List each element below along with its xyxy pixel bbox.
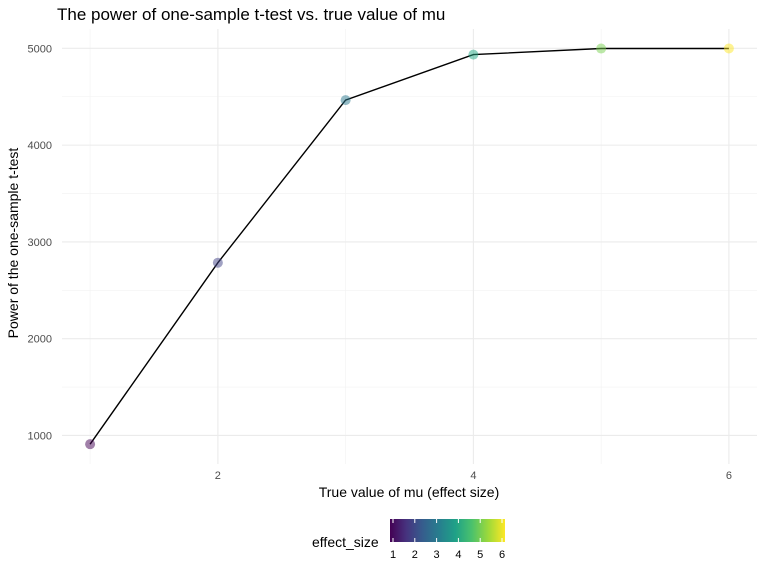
data-point bbox=[723, 43, 734, 54]
legend: effect_size 1 2 3 4 5 6 bbox=[312, 519, 505, 561]
y-tick-label: 5000 bbox=[28, 43, 52, 55]
data-point bbox=[212, 257, 223, 268]
legend-tick-label: 2 bbox=[412, 549, 418, 561]
x-tick-label: 6 bbox=[726, 470, 732, 482]
x-tick-label: 2 bbox=[215, 470, 221, 482]
x-axis-title: True value of mu (effect size) bbox=[319, 484, 500, 500]
y-tick-label: 2000 bbox=[28, 334, 52, 346]
legend-tick-label: 6 bbox=[499, 549, 505, 561]
data-point bbox=[340, 95, 351, 106]
y-tick-label: 4000 bbox=[28, 140, 52, 152]
legend-tick-label: 1 bbox=[390, 549, 396, 561]
data-point bbox=[85, 439, 96, 450]
y-axis-ticks: 1000 2000 3000 4000 5000 bbox=[28, 43, 52, 442]
data-points bbox=[85, 43, 734, 450]
series-line-path bbox=[89, 47, 729, 445]
y-axis-title: Power of the one-sample t-test bbox=[5, 148, 21, 339]
legend-tick-label: 4 bbox=[455, 549, 461, 561]
x-axis-ticks: 2 4 6 bbox=[215, 470, 732, 482]
legend-colorbar bbox=[390, 519, 505, 542]
y-tick-label: 3000 bbox=[28, 237, 52, 249]
grid-major bbox=[62, 29, 757, 464]
legend-ticks: 1 2 3 4 5 6 bbox=[390, 519, 505, 561]
chart-title: The power of one-sample t-test vs. true … bbox=[57, 5, 445, 24]
legend-tick-label: 5 bbox=[477, 549, 483, 561]
data-point bbox=[596, 43, 607, 54]
y-tick-label: 1000 bbox=[28, 430, 52, 442]
data-point bbox=[468, 49, 479, 60]
grid-minor bbox=[62, 29, 757, 464]
legend-title: effect_size bbox=[312, 534, 379, 550]
series-line bbox=[89, 47, 729, 445]
x-tick-label: 4 bbox=[470, 470, 476, 482]
legend-tick-label: 3 bbox=[434, 549, 440, 561]
